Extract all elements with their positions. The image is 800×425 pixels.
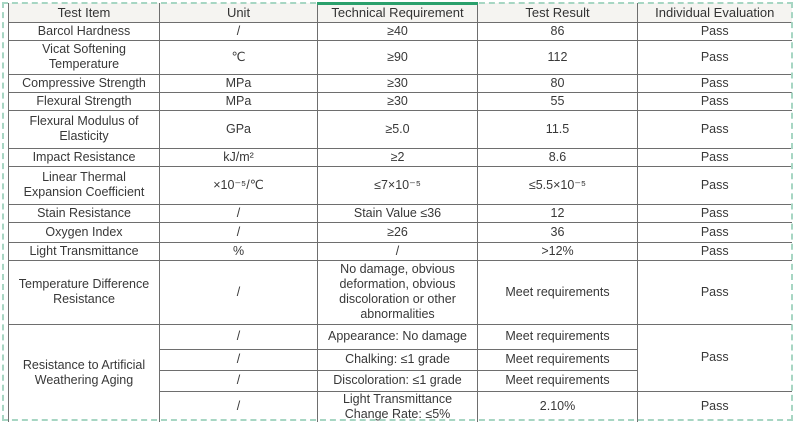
cell-evaluation: Pass (637, 147, 792, 167)
cell-unit: % (159, 241, 318, 261)
cell-test-item: Oxygen Index (8, 221, 160, 243)
cell-evaluation: Pass (637, 221, 792, 243)
cell-evaluation: Pass (637, 241, 792, 261)
cell-test-item: Linear Thermal Expansion Coefficient (8, 165, 160, 205)
cell-evaluation: Pass (637, 73, 792, 93)
cell-unit: / (159, 21, 318, 41)
cell-requirement: ≤7×10⁻⁵ (317, 165, 478, 205)
cell-unit: MPa (159, 73, 318, 93)
header-unit: Unit (159, 3, 318, 23)
table-row: Light Transmittance % / >12% Pass (8, 241, 792, 261)
cell-requirement: ≥26 (317, 221, 478, 243)
cell-test-item: Temperature Difference Resistance (8, 259, 160, 325)
table-row: Resistance to Artificial Weathering Agin… (8, 323, 792, 422)
table-row: Oxygen Index / ≥26 36 Pass (8, 221, 792, 243)
table-row: Stain Resistance / Stain Value ≤36 12 Pa… (8, 203, 792, 223)
cell-result: 86 (477, 21, 638, 41)
cell-requirement: No damage, obvious deformation, obvious … (317, 259, 478, 325)
table-row: Impact Resistance kJ/m² ≥2 8.6 Pass (8, 147, 792, 167)
cell-result: 12 (477, 203, 638, 223)
cell-test-item: Stain Resistance (8, 203, 160, 223)
cell-result: Meet requirements (477, 323, 638, 350)
cell-requirement: Stain Value ≤36 (317, 203, 478, 223)
cell-result: 112 (477, 39, 638, 75)
cell-test-item: Vicat Softening Temperature (8, 39, 160, 75)
cell-requirement: Chalking: ≤1 grade (317, 348, 478, 371)
cell-unit: ℃ (159, 39, 318, 75)
cell-result: Meet requirements (477, 369, 638, 392)
cell-test-item: Impact Resistance (8, 147, 160, 167)
cell-evaluation: Pass (637, 39, 792, 75)
table-row: Temperature Difference Resistance / No d… (8, 259, 792, 325)
cell-result: ≤5.5×10⁻⁵ (477, 165, 638, 205)
cell-result: 11.5 (477, 109, 638, 149)
cell-unit: / (159, 348, 318, 371)
cell-unit: / (159, 390, 318, 422)
header-individual-evaluation: Individual Evaluation (637, 3, 792, 23)
cell-evaluation: Pass (637, 109, 792, 149)
table-row: / Light Transmittance Change Rate: ≤5% 2… (9, 390, 792, 422)
cell-result: 80 (477, 73, 638, 93)
cell-requirement: ≥30 (317, 91, 478, 111)
cell-result: 8.6 (477, 147, 638, 167)
header-technical-requirement: Technical Requirement (317, 3, 478, 23)
cell-unit: ×10⁻⁵/℃ (159, 165, 318, 205)
cell-unit: / (159, 369, 318, 392)
cell-requirement: Light Transmittance Change Rate: ≤5% (317, 390, 478, 422)
cell-requirement: ≥2 (317, 147, 478, 167)
cell-test-item: Flexural Strength (8, 91, 160, 111)
cell-requirement: ≥40 (317, 21, 478, 41)
cell-result: Meet requirements (477, 259, 638, 325)
test-report-table: Test Item Unit Technical Requirement Tes… (8, 3, 792, 422)
table-row: Vicat Softening Temperature ℃ ≥90 112 Pa… (8, 39, 792, 75)
cell-requirement: ≥5.0 (317, 109, 478, 149)
cell-test-item: Compressive Strength (8, 73, 160, 93)
selection-green-segment (317, 2, 478, 5)
cell-evaluation: Pass (637, 323, 792, 392)
cell-unit: / (159, 203, 318, 223)
cell-result: Meet requirements (477, 348, 638, 371)
cell-result: 36 (477, 221, 638, 243)
cell-evaluation: Pass (637, 91, 792, 111)
cell-requirement: ≥30 (317, 73, 478, 93)
cell-result: >12% (477, 241, 638, 261)
cell-evaluation: Pass (637, 390, 792, 422)
header-test-result: Test Result (477, 3, 638, 23)
cell-requirement: Appearance: No damage (317, 323, 478, 350)
cell-evaluation: Pass (637, 21, 792, 41)
cell-evaluation: Pass (637, 259, 792, 325)
cell-test-item: Barcol Hardness (8, 21, 160, 41)
cell-unit: kJ/m² (159, 147, 318, 167)
header-row: Test Item Unit Technical Requirement Tes… (8, 3, 792, 23)
cell-evaluation: Pass (637, 203, 792, 223)
table-row: Flexural Modulus of Elasticity GPa ≥5.0 … (8, 109, 792, 149)
cell-requirement: / (317, 241, 478, 261)
cell-test-item: Resistance to Artificial Weathering Agin… (8, 323, 160, 422)
cell-unit: / (159, 221, 318, 243)
table-row: Flexural Strength MPa ≥30 55 Pass (8, 91, 792, 111)
cell-requirement: Discoloration: ≤1 grade (317, 369, 478, 392)
table-row: / Discoloration: ≤1 grade Meet requireme… (9, 369, 792, 392)
cell-evaluation: Pass (637, 165, 792, 205)
table-row: / Chalking: ≤1 grade Meet requirements (9, 348, 792, 371)
table-row: Compressive Strength MPa ≥30 80 Pass (8, 73, 792, 93)
cell-result: 55 (477, 91, 638, 111)
cell-result: 2.10% (477, 390, 638, 422)
table-row: Linear Thermal Expansion Coefficient ×10… (8, 165, 792, 205)
cell-unit: MPa (159, 91, 318, 111)
cell-requirement: ≥90 (317, 39, 478, 75)
cell-test-item: Light Transmittance (8, 241, 160, 261)
cell-unit: / (159, 323, 318, 350)
table-row: Barcol Hardness / ≥40 86 Pass (8, 21, 792, 41)
header-test-item: Test Item (8, 3, 160, 23)
cell-unit: GPa (159, 109, 318, 149)
cell-unit: / (159, 259, 318, 325)
cell-test-item: Flexural Modulus of Elasticity (8, 109, 160, 149)
